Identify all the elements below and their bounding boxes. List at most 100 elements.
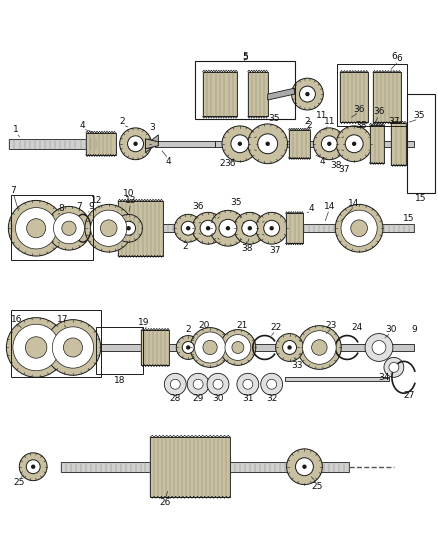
Text: 7: 7 [11, 186, 16, 195]
Bar [150, 437, 230, 497]
Text: 3: 3 [149, 123, 155, 132]
Circle shape [384, 358, 404, 377]
Circle shape [297, 326, 341, 369]
Text: 5: 5 [242, 52, 248, 61]
Circle shape [276, 334, 304, 361]
Circle shape [336, 126, 372, 161]
Circle shape [303, 330, 336, 364]
Circle shape [182, 342, 194, 353]
Circle shape [134, 142, 137, 146]
Text: 33: 33 [292, 361, 303, 370]
Bar [370, 125, 385, 163]
Text: 9: 9 [411, 325, 417, 334]
Text: 5: 5 [242, 53, 248, 62]
Circle shape [64, 338, 82, 357]
Circle shape [231, 135, 249, 153]
Text: 6: 6 [396, 54, 402, 63]
Circle shape [13, 324, 60, 371]
Circle shape [219, 219, 237, 237]
Text: 36: 36 [224, 159, 236, 168]
Text: 36: 36 [192, 202, 204, 211]
Circle shape [164, 373, 186, 395]
Polygon shape [13, 344, 414, 351]
Text: 2: 2 [307, 122, 312, 131]
Circle shape [256, 212, 288, 244]
Circle shape [286, 449, 322, 484]
Text: 22: 22 [270, 323, 281, 332]
Circle shape [248, 124, 288, 164]
Circle shape [267, 379, 277, 389]
Circle shape [314, 128, 345, 160]
Circle shape [127, 227, 130, 230]
Text: 4: 4 [320, 157, 325, 166]
Circle shape [389, 362, 399, 373]
Text: 34: 34 [378, 373, 390, 382]
Text: 11: 11 [316, 111, 327, 120]
Polygon shape [155, 141, 215, 147]
Circle shape [213, 379, 223, 389]
Circle shape [303, 465, 306, 468]
Polygon shape [268, 88, 294, 100]
Text: 17: 17 [57, 315, 69, 324]
Circle shape [283, 341, 297, 354]
Polygon shape [145, 139, 159, 149]
Circle shape [248, 227, 251, 230]
Bar [195, 61, 294, 119]
Text: 9: 9 [88, 202, 94, 211]
Circle shape [261, 373, 283, 395]
Text: 2: 2 [219, 159, 225, 168]
Text: 13: 13 [125, 196, 136, 205]
Text: 26: 26 [160, 498, 171, 507]
Text: 8: 8 [58, 204, 64, 213]
Circle shape [226, 227, 230, 230]
Text: 2: 2 [182, 241, 188, 251]
Circle shape [85, 204, 133, 252]
Text: 32: 32 [266, 394, 277, 402]
Bar [11, 310, 101, 377]
Polygon shape [13, 224, 414, 232]
Circle shape [345, 135, 363, 153]
Text: 20: 20 [198, 321, 210, 330]
Text: 19: 19 [138, 318, 149, 327]
Bar [392, 123, 406, 165]
Bar [203, 72, 237, 116]
Text: 24: 24 [351, 323, 363, 332]
Circle shape [207, 227, 209, 230]
Text: 2: 2 [304, 117, 310, 126]
Circle shape [174, 214, 202, 242]
Text: 38: 38 [241, 244, 253, 253]
Text: 4: 4 [80, 122, 86, 131]
Polygon shape [61, 462, 349, 472]
Circle shape [351, 220, 367, 237]
Text: 10: 10 [123, 189, 134, 198]
Circle shape [170, 379, 180, 389]
Circle shape [296, 458, 314, 475]
Text: 38: 38 [331, 161, 342, 170]
Text: 1: 1 [14, 125, 19, 134]
Circle shape [192, 212, 224, 244]
Circle shape [32, 465, 35, 468]
Text: 14: 14 [324, 202, 335, 211]
Circle shape [288, 346, 291, 349]
Text: 28: 28 [170, 394, 181, 402]
Circle shape [372, 341, 386, 354]
Circle shape [19, 453, 47, 481]
Polygon shape [349, 141, 414, 147]
Polygon shape [215, 141, 349, 147]
Circle shape [222, 126, 258, 161]
Text: 35: 35 [268, 115, 279, 124]
Text: 38: 38 [355, 122, 367, 131]
Circle shape [238, 142, 241, 146]
Text: 35: 35 [413, 111, 424, 120]
Circle shape [47, 206, 91, 250]
Bar [86, 133, 116, 155]
Circle shape [193, 379, 203, 389]
Circle shape [8, 200, 64, 256]
Circle shape [25, 337, 47, 358]
Circle shape [237, 373, 259, 395]
Circle shape [365, 334, 393, 361]
Circle shape [234, 212, 266, 244]
Text: 29: 29 [192, 394, 204, 402]
Text: 12: 12 [91, 196, 102, 205]
Circle shape [335, 204, 383, 252]
